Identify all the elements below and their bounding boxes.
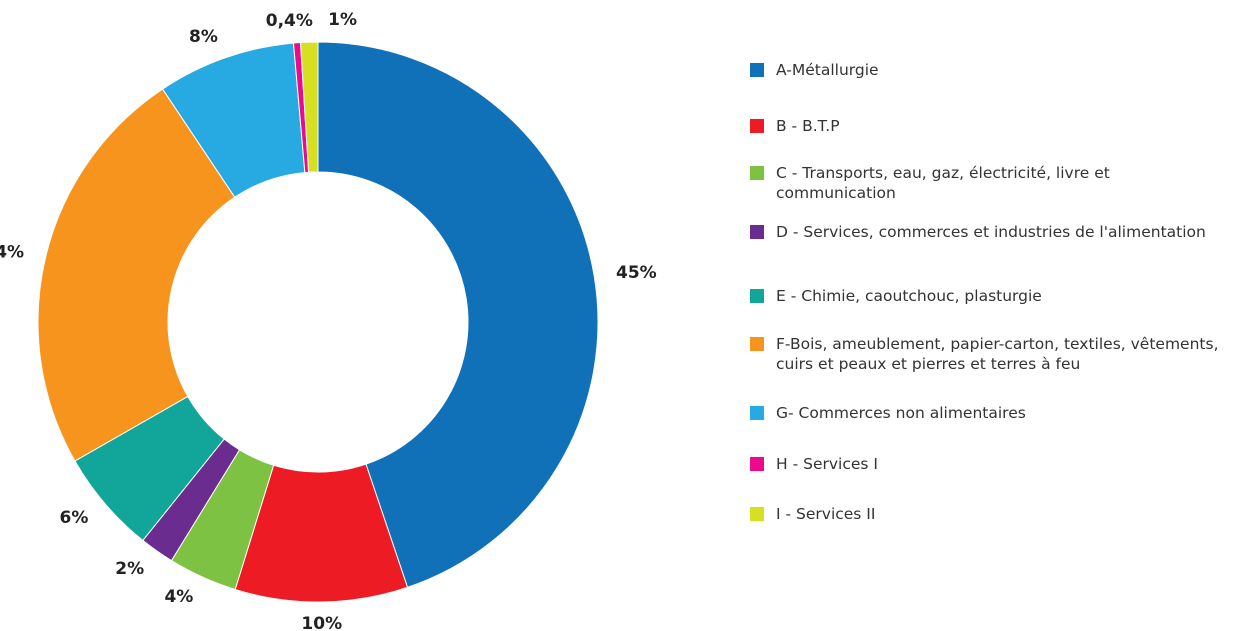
legend-swatch	[750, 406, 764, 420]
data-label: 10%	[301, 614, 342, 631]
legend-swatch	[750, 507, 764, 521]
legend-entry: F-Bois, ameublement, papier-carton, text…	[750, 334, 1230, 374]
legend-swatch	[750, 457, 764, 471]
donut-segment	[37, 88, 236, 462]
legend-entry: E - Chimie, caoutchouc, plasturgie	[750, 286, 1230, 306]
legend-entry: A-Métallurgie	[750, 60, 1230, 80]
legend-label: B - B.T.P	[776, 117, 840, 135]
data-label: 1%	[328, 10, 357, 30]
legend-label: F-Bois, ameublement, papier-carton, text…	[776, 335, 1219, 373]
legend-entry: B - B.T.P	[750, 116, 1230, 136]
legend-entry: H - Services I	[750, 454, 1230, 474]
legend-entry: I - Services II	[750, 504, 1230, 524]
donut-segment	[317, 41, 599, 588]
legend-swatch	[750, 63, 764, 77]
legend-entry: D - Services, commerces et industries de…	[750, 222, 1230, 242]
legend-entry: C - Transports, eau, gaz, électricité, l…	[750, 163, 1230, 203]
legend-label: I - Services II	[776, 505, 876, 523]
data-label: 8%	[189, 27, 218, 47]
legend-label: C - Transports, eau, gaz, électricité, l…	[776, 164, 1110, 202]
legend-entry: G- Commerces non alimentaires	[750, 403, 1230, 423]
legend-label: G- Commerces non alimentaires	[776, 404, 1026, 422]
data-label: 45%	[616, 263, 657, 283]
legend-swatch	[750, 337, 764, 351]
data-label: 24%	[0, 243, 24, 263]
legend-label: E - Chimie, caoutchouc, plasturgie	[776, 287, 1042, 305]
legend-swatch	[750, 289, 764, 303]
legend-label: D - Services, commerces et industries de…	[776, 223, 1206, 241]
data-label: 2%	[115, 559, 144, 579]
chart: 45% 10% 4% 2% 6% 24% 8% 0,4% 1%	[0, 10, 657, 631]
donut-segment	[299, 41, 319, 173]
legend-swatch	[750, 225, 764, 239]
legend-swatch	[750, 166, 764, 180]
legend-label: A-Métallurgie	[776, 61, 879, 79]
data-label: 0,4%	[266, 11, 313, 31]
legend-label: H - Services I	[776, 455, 878, 473]
legend-swatch	[750, 119, 764, 133]
data-label: 6%	[60, 508, 89, 528]
data-label: 4%	[164, 587, 193, 607]
